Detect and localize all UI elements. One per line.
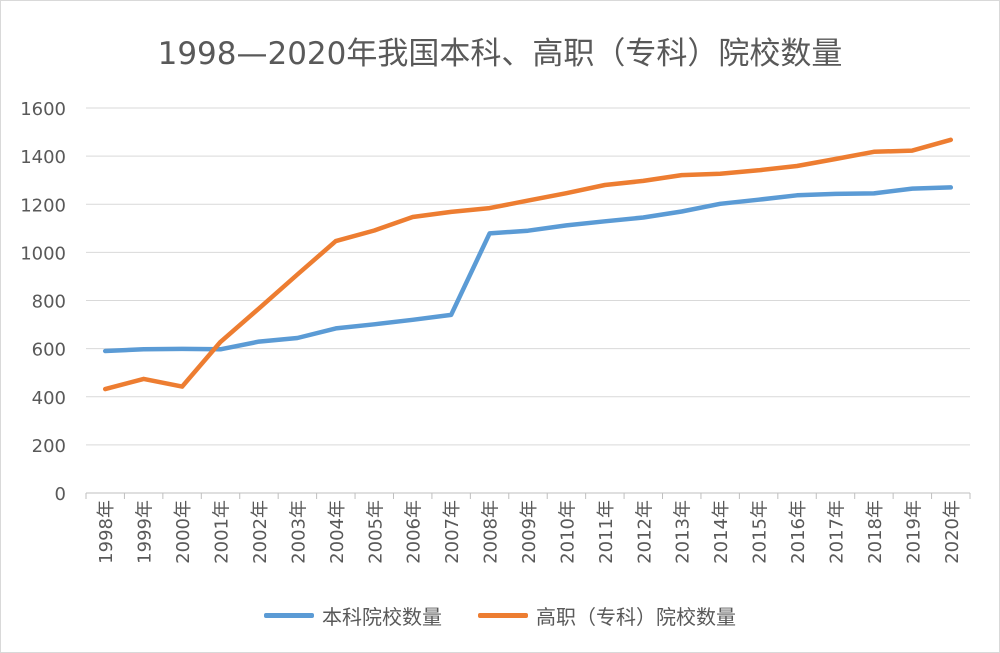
series-lines — [102, 137, 954, 392]
x-tick-label: 2002年 — [250, 500, 271, 564]
x-tick-label: 2001年 — [212, 500, 233, 564]
x-tick-label: 2020年 — [942, 500, 963, 564]
y-tick-label: 1600 — [20, 99, 66, 120]
y-tick-label: 400 — [32, 388, 66, 409]
y-tick-label: 0 — [55, 484, 66, 505]
series-line-0 — [102, 185, 954, 354]
x-tick-label: 2018年 — [865, 500, 886, 564]
x-tick-label: 2016年 — [788, 500, 809, 564]
y-tick-label: 200 — [32, 436, 66, 457]
series-line-1 — [102, 137, 954, 392]
x-tick-label: 2017年 — [826, 500, 847, 564]
x-tick-label: 2019年 — [903, 500, 924, 564]
x-tick-label: 2007年 — [442, 500, 463, 564]
legend-item-vocational: 高职（专科）院校数量 — [478, 601, 736, 630]
x-tick-label: 2006年 — [404, 500, 425, 564]
y-tick-label: 1400 — [20, 147, 66, 168]
legend-label-vocational: 高职（专科）院校数量 — [536, 604, 736, 629]
x-tick-label: 2003年 — [288, 500, 309, 564]
y-tick-label: 800 — [32, 292, 66, 313]
x-tick-label: 2010年 — [557, 500, 578, 564]
y-tick-label: 1000 — [20, 243, 66, 264]
gridlines — [86, 107, 970, 494]
x-tick-label: 2015年 — [750, 500, 771, 564]
chart-title: 1998—2020年我国本科、高职（专科）院校数量 — [157, 36, 843, 72]
x-tick-label: 2008年 — [481, 500, 502, 564]
legend: 本科院校数量 高职（专科）院校数量 — [0, 598, 1000, 632]
legend-label-undergrad: 本科院校数量 — [322, 604, 442, 629]
x-tick-label: 2005年 — [365, 500, 386, 564]
y-tick-label: 600 — [32, 340, 66, 361]
y-tick-label: 1200 — [20, 195, 66, 216]
x-tick-label: 2009年 — [519, 500, 540, 564]
legend-item-undergrad: 本科院校数量 — [264, 601, 442, 630]
x-tick-label: 2000年 — [173, 500, 194, 564]
x-tick-label: 2004年 — [327, 500, 348, 564]
x-axis-ticks: 1998年 1999年 2000年 2001年 2002年 2003年 2004年 2005年… — [85, 493, 971, 564]
x-tick-label: 1998年 — [96, 500, 117, 564]
x-tick-label: 2013年 — [673, 500, 694, 564]
legend-swatch-undergrad — [264, 612, 314, 618]
x-tick-label: 1999年 — [135, 500, 156, 564]
x-tick-label: 2011年 — [596, 500, 617, 564]
x-tick-label: 2012年 — [634, 500, 655, 564]
x-tick-label: 2014年 — [711, 500, 732, 564]
legend-swatch-vocational — [478, 612, 528, 618]
y-axis-ticks: 0 200 400 600 800 1000 1200 1400 1600 — [20, 99, 66, 505]
